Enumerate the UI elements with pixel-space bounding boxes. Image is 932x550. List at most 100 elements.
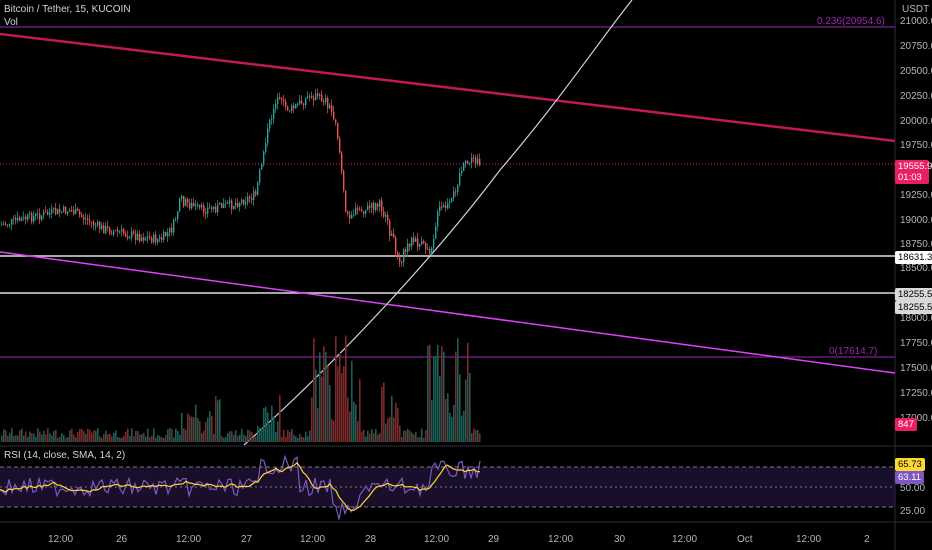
- candle[interactable]: [317, 93, 319, 96]
- candle[interactable]: [213, 206, 215, 210]
- candle[interactable]: [453, 191, 455, 199]
- candle[interactable]: [385, 214, 387, 217]
- candle[interactable]: [97, 221, 99, 226]
- candle[interactable]: [15, 217, 17, 221]
- candle[interactable]: [443, 205, 445, 208]
- candle[interactable]: [153, 234, 155, 243]
- candle[interactable]: [393, 233, 395, 238]
- candle[interactable]: [425, 243, 427, 250]
- candle[interactable]: [327, 97, 329, 109]
- candle[interactable]: [465, 161, 467, 164]
- candle[interactable]: [201, 205, 203, 208]
- candle[interactable]: [21, 218, 23, 221]
- candle[interactable]: [315, 93, 317, 101]
- candle[interactable]: [117, 229, 119, 232]
- symbol-legend[interactable]: Bitcoin / Tether, 15, KUCOIN: [4, 4, 131, 15]
- candle[interactable]: [333, 111, 335, 120]
- candle[interactable]: [343, 170, 345, 191]
- candle[interactable]: [341, 152, 343, 171]
- volume-legend[interactable]: Vol: [4, 17, 18, 28]
- candle[interactable]: [391, 233, 393, 236]
- candle[interactable]: [157, 239, 159, 243]
- candle[interactable]: [323, 101, 325, 103]
- candle[interactable]: [477, 158, 479, 164]
- candle[interactable]: [325, 97, 327, 103]
- candle[interactable]: [95, 225, 97, 227]
- candle[interactable]: [103, 225, 105, 234]
- candle[interactable]: [273, 108, 275, 119]
- candle[interactable]: [135, 233, 137, 241]
- candle[interactable]: [11, 219, 13, 225]
- candle[interactable]: [445, 205, 447, 209]
- candle[interactable]: [3, 223, 5, 225]
- candle[interactable]: [299, 100, 301, 104]
- candle[interactable]: [105, 226, 107, 234]
- candle[interactable]: [475, 157, 477, 164]
- candle[interactable]: [287, 106, 289, 111]
- level-badge-18255-b[interactable]: 18255.5: [895, 301, 932, 314]
- rsi-value-badge[interactable]: 65.73: [895, 458, 925, 471]
- candle[interactable]: [229, 200, 231, 204]
- candle[interactable]: [255, 191, 257, 195]
- candle[interactable]: [129, 237, 131, 239]
- candle[interactable]: [101, 225, 103, 229]
- candle[interactable]: [87, 218, 89, 221]
- candle[interactable]: [257, 182, 259, 195]
- candle[interactable]: [53, 208, 55, 210]
- candle[interactable]: [223, 204, 225, 209]
- candle[interactable]: [51, 209, 53, 214]
- candle[interactable]: [45, 211, 47, 213]
- candle[interactable]: [321, 94, 323, 102]
- candle[interactable]: [131, 231, 133, 238]
- candle[interactable]: [301, 100, 303, 104]
- candle[interactable]: [185, 198, 187, 206]
- candle[interactable]: [383, 211, 385, 217]
- candle[interactable]: [63, 206, 65, 212]
- candle[interactable]: [145, 238, 147, 241]
- candle[interactable]: [77, 208, 79, 212]
- candle[interactable]: [313, 98, 315, 101]
- candle[interactable]: [449, 201, 451, 204]
- candle[interactable]: [351, 215, 353, 219]
- candle[interactable]: [203, 205, 205, 213]
- candle[interactable]: [451, 198, 453, 202]
- volume-badge[interactable]: 847: [895, 418, 917, 431]
- rsi-sma-line[interactable]: [0, 462, 481, 511]
- candle[interactable]: [189, 202, 191, 209]
- candle[interactable]: [259, 169, 261, 183]
- candle[interactable]: [167, 232, 169, 237]
- candle[interactable]: [437, 211, 439, 227]
- candle[interactable]: [347, 211, 349, 214]
- candle[interactable]: [353, 214, 355, 216]
- candle[interactable]: [441, 206, 443, 208]
- candle[interactable]: [429, 249, 431, 255]
- candle[interactable]: [245, 202, 247, 205]
- candle[interactable]: [405, 249, 407, 252]
- candle[interactable]: [199, 204, 201, 208]
- candle[interactable]: [471, 157, 473, 163]
- rsi-line[interactable]: [0, 454, 481, 520]
- candle[interactable]: [27, 214, 29, 220]
- candle[interactable]: [85, 218, 87, 220]
- candle[interactable]: [1, 224, 3, 226]
- candle[interactable]: [363, 211, 365, 214]
- candle[interactable]: [31, 213, 33, 222]
- candle[interactable]: [115, 229, 117, 231]
- candle[interactable]: [291, 105, 293, 112]
- candle[interactable]: [265, 143, 267, 152]
- candle[interactable]: [279, 97, 281, 99]
- rsi-legend[interactable]: RSI (14, close, SMA, 14, 2): [4, 450, 126, 461]
- candle[interactable]: [281, 98, 283, 100]
- candle[interactable]: [285, 101, 287, 107]
- candle[interactable]: [127, 236, 129, 239]
- candle[interactable]: [339, 138, 341, 153]
- candle[interactable]: [421, 241, 423, 245]
- candle[interactable]: [463, 163, 465, 171]
- candle[interactable]: [397, 252, 399, 256]
- candle[interactable]: [355, 207, 357, 215]
- upper-trendline[interactable]: [0, 32, 896, 143]
- level-badge-18255[interactable]: 18255.5: [895, 288, 932, 301]
- candle[interactable]: [43, 211, 45, 216]
- candle[interactable]: [81, 214, 83, 217]
